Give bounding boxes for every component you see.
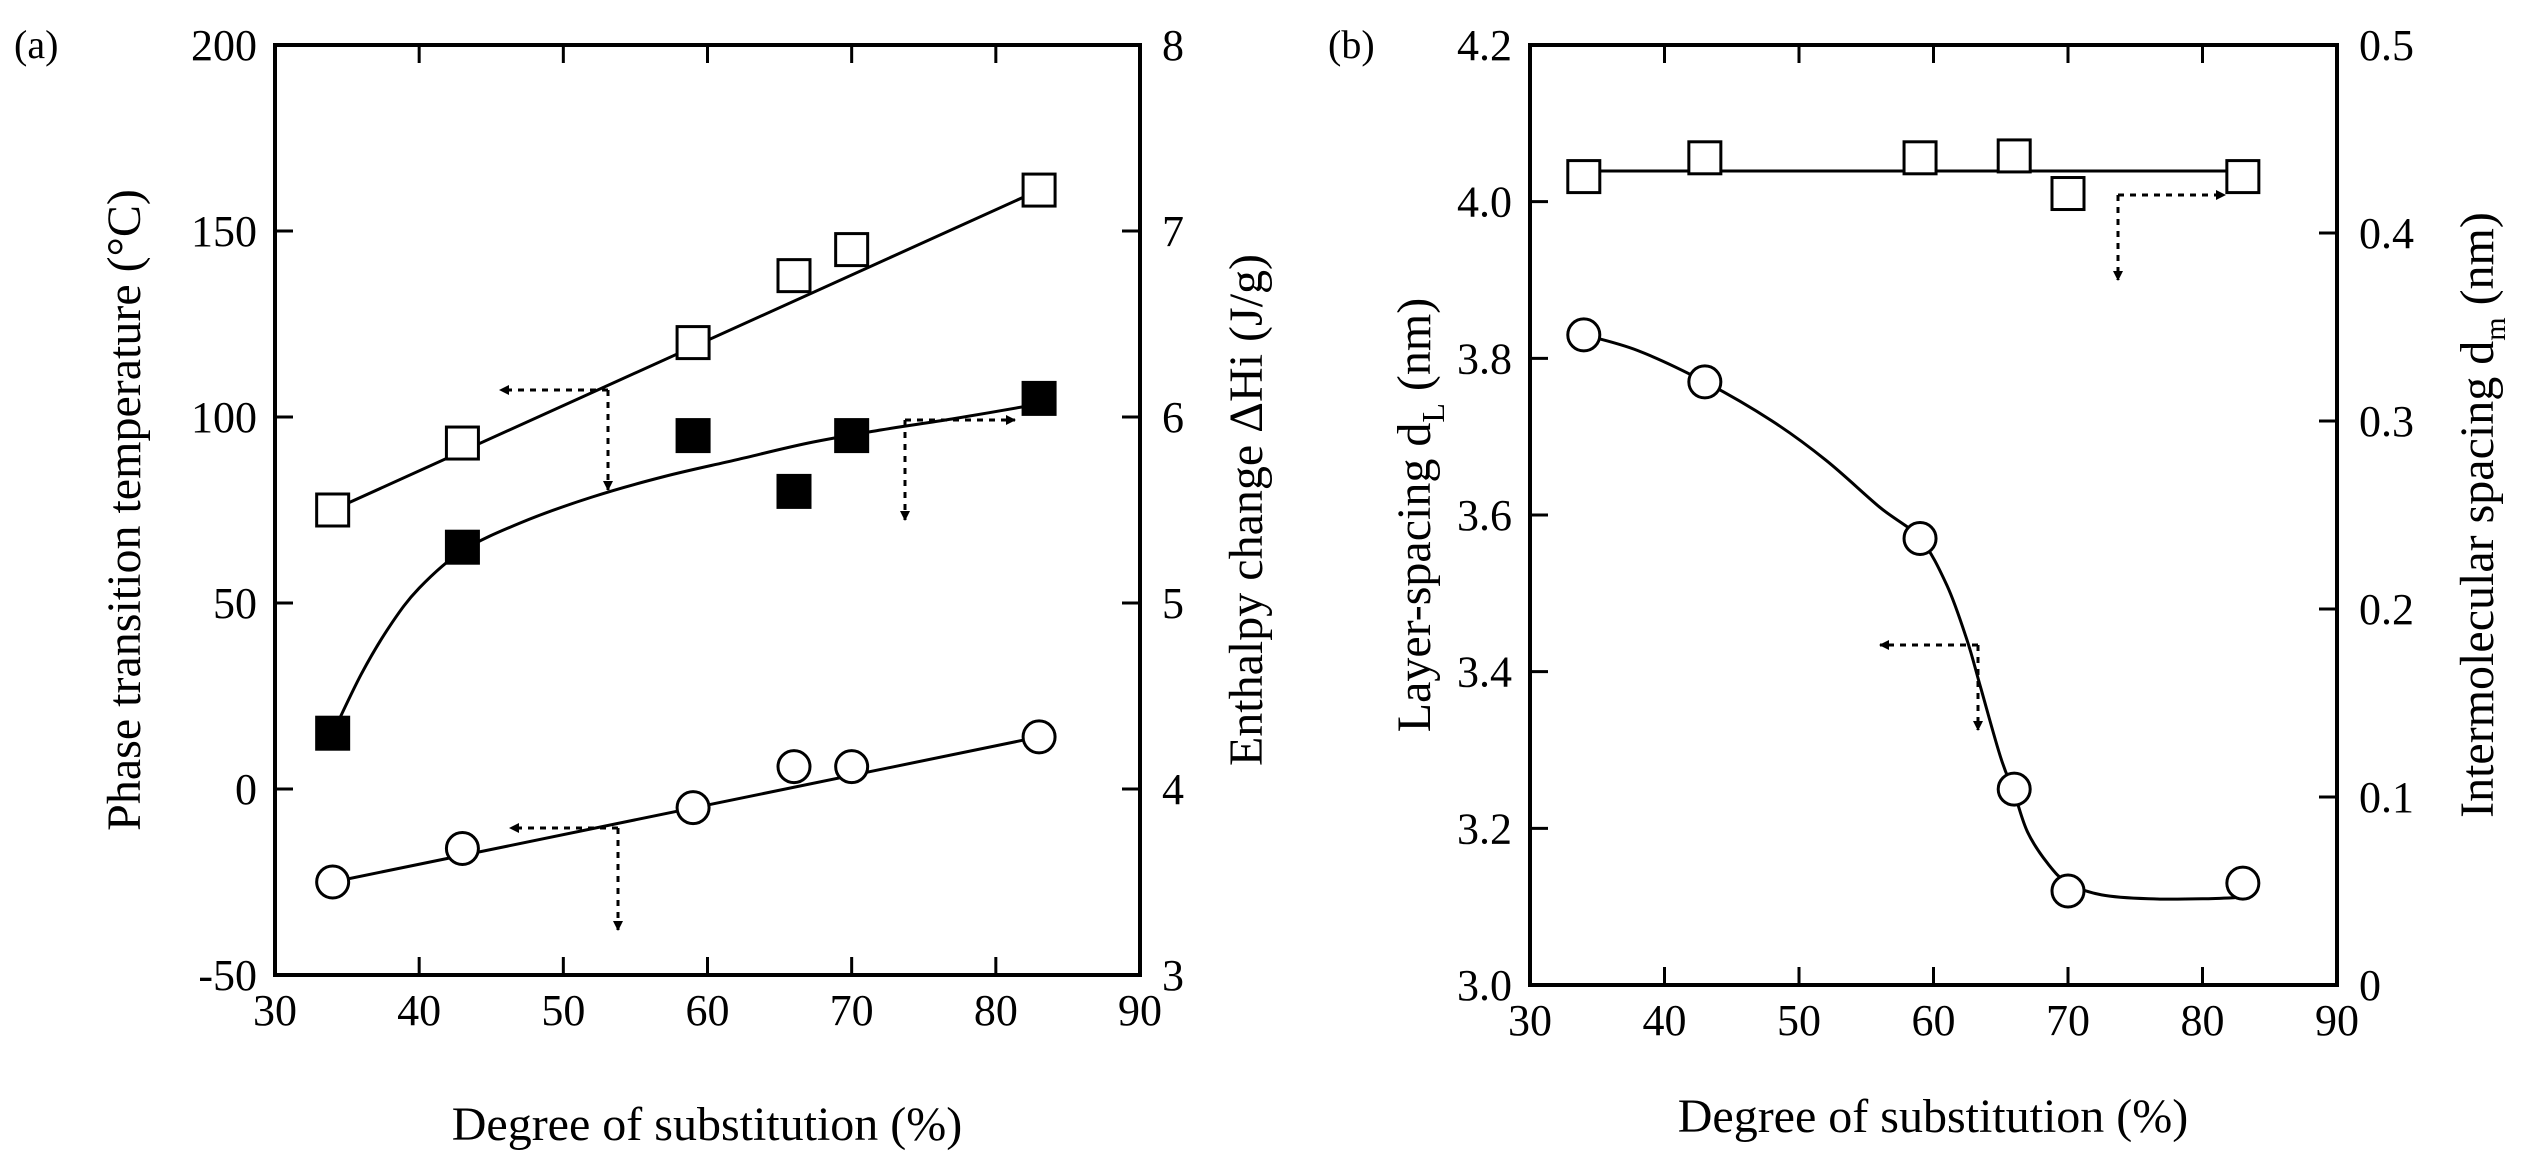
x-tick-label: 30 (1508, 996, 1552, 1045)
x-tick-label: 60 (1912, 996, 1956, 1045)
x-tick-label: 40 (397, 986, 441, 1035)
panel-a-marks (315, 172, 1057, 900)
panel-b-ticks: 30 40 50 60 70 80 90 3.0 3.2 3.4 3.6 3.8 4.0 4.2 0 0.1 0… (1457, 21, 2414, 1045)
panel-a-filled-squares-point (675, 418, 711, 454)
panel-b-indicator-arrows (1879, 190, 2226, 731)
panel-a-x-axis-label: Degree of substitution (%) (452, 1098, 963, 1151)
y-tick-label: 4.0 (1457, 178, 1512, 227)
y2-tick-label: 0.5 (2359, 21, 2414, 70)
y-tick-label: 50 (213, 579, 257, 628)
panel-a-open-squares-point (776, 258, 812, 294)
y-tick-label: 3.0 (1457, 961, 1512, 1010)
y2-tick-label: 8 (1162, 21, 1184, 70)
x-tick-label: 80 (2181, 996, 2225, 1045)
y2-tick-label: 3 (1162, 951, 1184, 1000)
panel-a-ticks: 30 40 50 60 70 80 90 -50 0 50 100 150 200 3 4 5 6 7 8 (191, 21, 1184, 1035)
panel-a-y-axis-label: Phase transition temperature (°C) (98, 189, 151, 831)
y2-tick-label: 0.4 (2359, 209, 2414, 258)
y-tick-label: 0 (235, 765, 257, 814)
panel-b-open-circles-fit-line (1583, 333, 2243, 901)
panel-b-x-axis-label: Degree of substitution (%) (1678, 1090, 2189, 1143)
panel-a-open-circles-point (675, 790, 711, 826)
panel-a-filled-squares-point (444, 529, 480, 565)
panel-b-open-circles-point (1566, 317, 1602, 353)
y2-tick-label: 0.3 (2359, 397, 2414, 446)
panel-b-open-squares-point (2050, 176, 2086, 212)
panel-b-open-squares-point (1566, 159, 1602, 195)
panel-a-filled-squares-point (776, 473, 812, 509)
y2-tick-label: 0 (2359, 961, 2381, 1010)
panel-b-open-squares-point (1902, 140, 1938, 176)
panel-b-open-circles-point (1902, 521, 1938, 556)
panel-a-open-squares-point (675, 325, 711, 361)
y-tick-label: 100 (191, 393, 257, 442)
y2-tick-label: 4 (1162, 765, 1184, 814)
panel-a: (a) 30 40 50 60 70 80 90-50050100150200345678 … (14, 21, 1273, 1151)
panel-b-y2-axis-label: Intermolecular spacing dm (nm) (2451, 212, 2512, 818)
y-tick-label: 150 (191, 207, 257, 256)
x-tick-label: 40 (1643, 996, 1687, 1045)
panel-a-filled-squares-point (1021, 380, 1057, 416)
panel-a-open-circles-point (1021, 719, 1057, 755)
panel-a-open-circles-point (834, 749, 870, 785)
panel-b-open-circles-point (2050, 873, 2086, 909)
panel-a-filled-squares-point (315, 715, 351, 751)
y-tick-label: 4.2 (1457, 21, 1512, 70)
panel-b-label: (b) (1328, 22, 1375, 67)
panel-b-open-squares-point (1687, 140, 1723, 176)
panel-a-filled-squares-fit-line (331, 402, 1040, 734)
y-tick-label: 3.4 (1457, 648, 1512, 697)
panel-a-open-circles-point (776, 749, 812, 785)
x-tick-label: 70 (830, 986, 874, 1035)
panel-b-open-circles-point (1996, 771, 2032, 807)
panel-a-open-squares-point (834, 232, 870, 268)
y2-tick-label: 7 (1162, 207, 1184, 256)
panel-b-open-circles-point (2225, 865, 2261, 901)
panel-a-open-circles-point (315, 864, 351, 900)
x-tick-label: 30 (253, 986, 297, 1035)
x-tick-label: 50 (541, 986, 585, 1035)
panel-a-fit-lines (331, 188, 1040, 884)
panel-a-open-squares-point (1021, 172, 1057, 208)
panel-b-open-circles-point (1687, 364, 1723, 400)
panel-a-y2-axis-label: Enthalpy change ΔHi (J/g) (1220, 254, 1273, 766)
x-tick-label: 50 (1777, 996, 1821, 1045)
panel-b-marks (1566, 138, 2261, 909)
y-tick-label: 3.8 (1457, 334, 1512, 383)
panel-b-y-axis-label: Layer-spacing dL (nm) (1388, 298, 1451, 732)
y2-tick-label: 0.2 (2359, 585, 2414, 634)
y2-tick-label: 0.1 (2359, 773, 2414, 822)
y2-tick-label: 6 (1162, 393, 1184, 442)
panel-b: (b) 30 40 50 60 70 80 90 3.0 3.2 3.4 3.6 3.8 4.0 4.2 0… (1328, 21, 2512, 1143)
y2-tick-label: 5 (1162, 579, 1184, 628)
panel-b-open-squares-point (2225, 159, 2261, 195)
panel-a-label: (a) (14, 22, 58, 67)
x-tick-label: 60 (686, 986, 730, 1035)
x-tick-label: 90 (1118, 986, 1162, 1035)
panel-a-open-circles-point (444, 831, 480, 867)
x-tick-label: 70 (2046, 996, 2090, 1045)
panel-a-filled-squares-point (834, 418, 870, 454)
y-tick-label: 3.6 (1457, 491, 1512, 540)
y-tick-label: -50 (198, 951, 257, 1000)
panel-a-frame (273, 43, 1142, 977)
x-tick-label: 80 (974, 986, 1018, 1035)
panel-b-open-squares-point (1996, 138, 2032, 174)
x-tick-label: 90 (2315, 996, 2359, 1045)
y-tick-label: 200 (191, 21, 257, 70)
panel-a-indicator-arrows (499, 385, 1016, 931)
panel-a-open-squares-point (315, 492, 351, 528)
y-tick-label: 3.2 (1457, 804, 1512, 853)
panel-b-frame (1528, 43, 2339, 987)
panel-a-open-squares-point (444, 425, 480, 461)
